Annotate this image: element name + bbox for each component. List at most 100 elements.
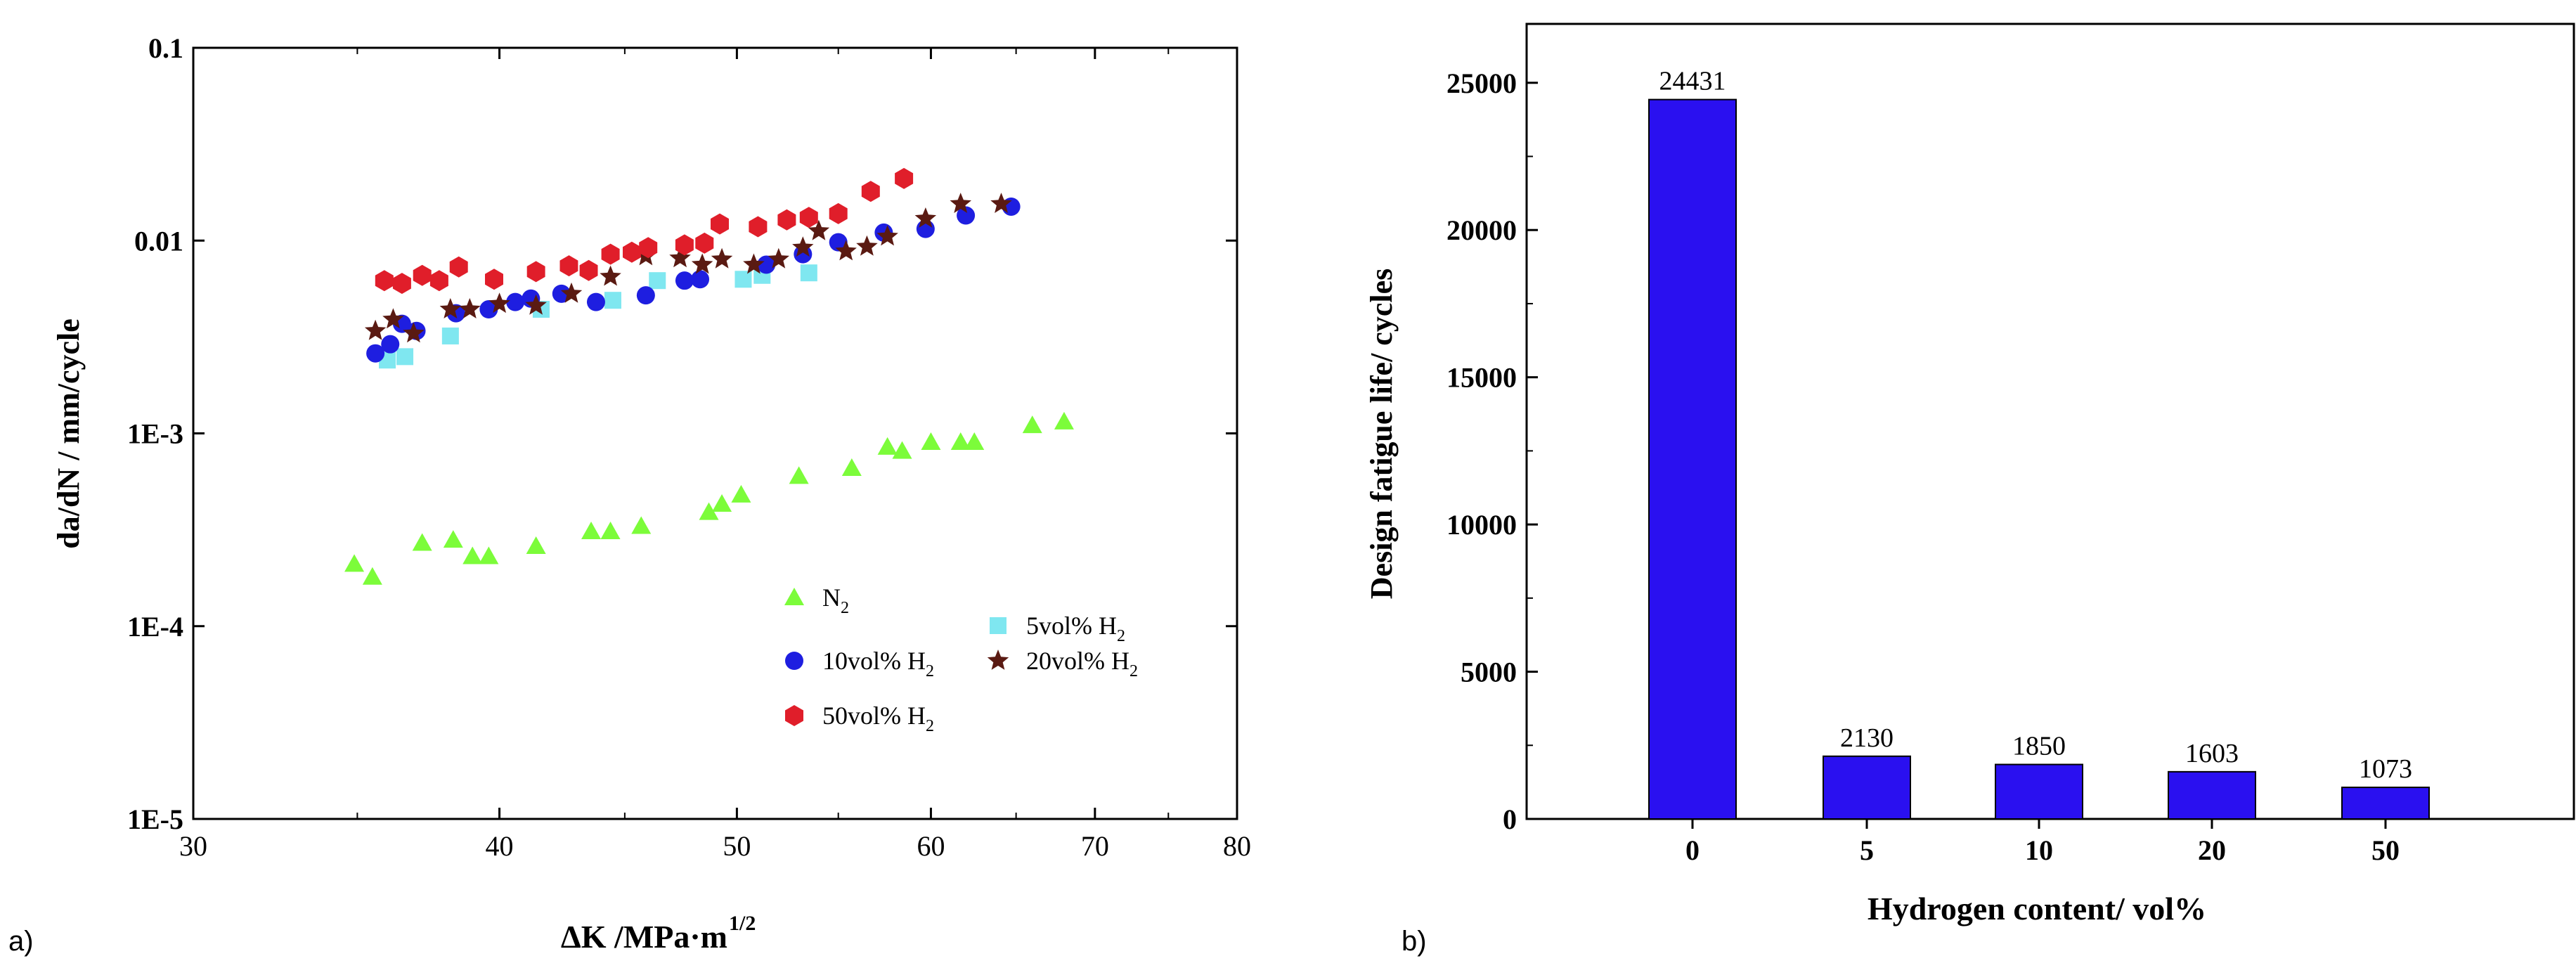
data-point-star-3-1 (382, 308, 404, 329)
legend-label-text: 10vol% H (822, 647, 926, 675)
data-point-triangle-0-2 (412, 533, 432, 551)
legend-label-text: N (822, 583, 841, 612)
data-point-triangle-0-16 (892, 441, 912, 459)
panel-b-x-axis-label: Hydrogen content/ vol% (1868, 891, 2206, 926)
y-tick-label: 1E-5 (127, 803, 183, 835)
data-point-hexagon-4-20 (895, 167, 914, 189)
legend-label-4: 50vol% H2 (822, 702, 934, 735)
data-point-star-3-21 (950, 193, 971, 213)
data-point-circle-2-13 (757, 255, 776, 274)
data-point-square-1-5 (649, 272, 666, 290)
data-point-hexagon-4-13 (695, 232, 714, 254)
data-point-triangle-0-9 (631, 516, 652, 534)
legend-marker-1 (990, 617, 1007, 634)
data-point-circle-2-10 (636, 286, 655, 305)
data-point-hexagon-4-17 (799, 207, 818, 228)
data-point-star-3-17 (835, 240, 857, 261)
panel-a-chart: 30 40 50 60 70 80 1E-5 1E-4 1E-3 0.01 0.1 da/dN / … (8, 32, 1251, 957)
panel-b-label: b) (1402, 926, 1427, 957)
legend-label-text: 50vol% H (822, 702, 926, 730)
data-point-hexagon-4-12 (675, 234, 694, 256)
data-point-hexagon-4-6 (526, 261, 545, 283)
data-point-triangle-0-17 (921, 432, 941, 451)
data-point-circle-2-9 (586, 292, 605, 311)
data-point-hexagon-4-2 (413, 264, 432, 286)
x-tick-label: 70 (1081, 830, 1109, 862)
legend-label-2: 10vol% H2 (822, 647, 934, 680)
data-point-square-1-2 (441, 327, 459, 344)
data-point-triangle-0-18 (950, 432, 971, 451)
data-point-star-3-5 (488, 292, 510, 314)
data-point-circle-2-0 (366, 344, 385, 363)
data-point-star-3-16 (808, 219, 830, 240)
data-point-triangle-0-7 (581, 521, 602, 539)
bar-value-label: 2130 (1840, 723, 1894, 753)
panel-a-label: a) (8, 926, 34, 957)
legend-marker-0 (784, 588, 804, 605)
data-point-triangle-0-20 (1022, 415, 1042, 434)
data-point-star-3-4 (459, 298, 481, 318)
x-tick-label: 80 (1223, 830, 1251, 862)
legend-label-subscript: 2 (926, 662, 934, 680)
data-point-star-3-8 (600, 265, 621, 286)
bar-5 (1823, 755, 1911, 820)
data-point-triangle-0-10 (699, 502, 719, 520)
data-point-hexagon-4-4 (449, 256, 468, 278)
data-point-triangle-0-4 (462, 546, 483, 564)
data-point-triangle-0-1 (362, 567, 382, 585)
legend-marker-4 (785, 705, 803, 726)
data-point-triangle-0-5 (479, 546, 499, 564)
data-point-triangle-0-21 (1054, 411, 1074, 430)
data-point-hexagon-4-18 (829, 202, 848, 224)
data-point-circle-2-1 (381, 335, 400, 354)
data-point-star-3-14 (768, 247, 789, 269)
bar-value-label: 24431 (1659, 67, 1726, 96)
y-tick-label: 15000 (1446, 362, 1517, 394)
data-point-hexagon-4-19 (861, 181, 880, 202)
data-point-star-3-3 (439, 298, 462, 318)
data-point-hexagon-4-1 (392, 273, 411, 295)
data-point-hexagon-4-14 (711, 213, 729, 235)
data-point-circle-2-6 (506, 292, 525, 311)
data-point-hexagon-4-5 (485, 269, 503, 290)
legend-marker-2 (785, 652, 803, 670)
legend-label-subscript: 2 (841, 599, 849, 617)
data-point-star-3-10 (669, 247, 691, 268)
legend-label-text: 5vol% H (1026, 612, 1117, 640)
data-point-star-3-2 (403, 322, 425, 343)
panel-a-y-axis-label: da/dN / mm/cycle (51, 318, 86, 549)
y-tick-label: 5000 (1461, 657, 1517, 688)
y-tick-label: 0.01 (134, 225, 183, 257)
bar-20 (2168, 770, 2256, 820)
panel-b-bars: 24431 2130 1850 1603 1073 (1648, 67, 2430, 820)
legend-label-text: 20vol% H (1026, 647, 1130, 675)
legend-marker-3 (987, 650, 1009, 670)
panel-a-ticks: 30 40 50 60 70 80 1E-5 1E-4 1E-3 0.01 0.1 (127, 32, 1251, 862)
x-tick-label: 50 (723, 830, 751, 862)
data-point-square-1-1 (396, 348, 414, 366)
bar-value-label: 1850 (2012, 732, 2066, 761)
data-point-circle-2-11 (675, 271, 694, 290)
data-point-circle-2-12 (691, 270, 710, 289)
data-point-star-3-13 (743, 253, 765, 274)
y-tick-label: 0 (1503, 803, 1517, 835)
data-point-star-3-7 (560, 282, 583, 303)
x-tick-label: 50 (2371, 834, 2400, 866)
y-tick-label: 25000 (1446, 67, 1517, 99)
data-point-hexagon-4-3 (429, 270, 448, 292)
data-point-hexagon-4-9 (601, 243, 620, 265)
x-tick-label: 10 (2025, 834, 2053, 866)
bar-0 (1648, 98, 1737, 820)
legend-label-subscript: 2 (1130, 662, 1138, 680)
data-point-star-3-20 (914, 207, 937, 228)
data-point-star-3-0 (364, 319, 387, 340)
data-point-star-3-15 (792, 236, 814, 257)
bar-50 (2341, 787, 2430, 820)
bar-value-label: 1073 (2359, 754, 2412, 784)
bar-value-label: 1603 (2185, 739, 2239, 768)
panel-a-x-axis-label-superscript: 1/2 (729, 912, 756, 935)
panel-a-data-points (344, 167, 1074, 585)
data-point-triangle-0-14 (841, 458, 862, 476)
data-point-star-3-12 (711, 247, 733, 269)
